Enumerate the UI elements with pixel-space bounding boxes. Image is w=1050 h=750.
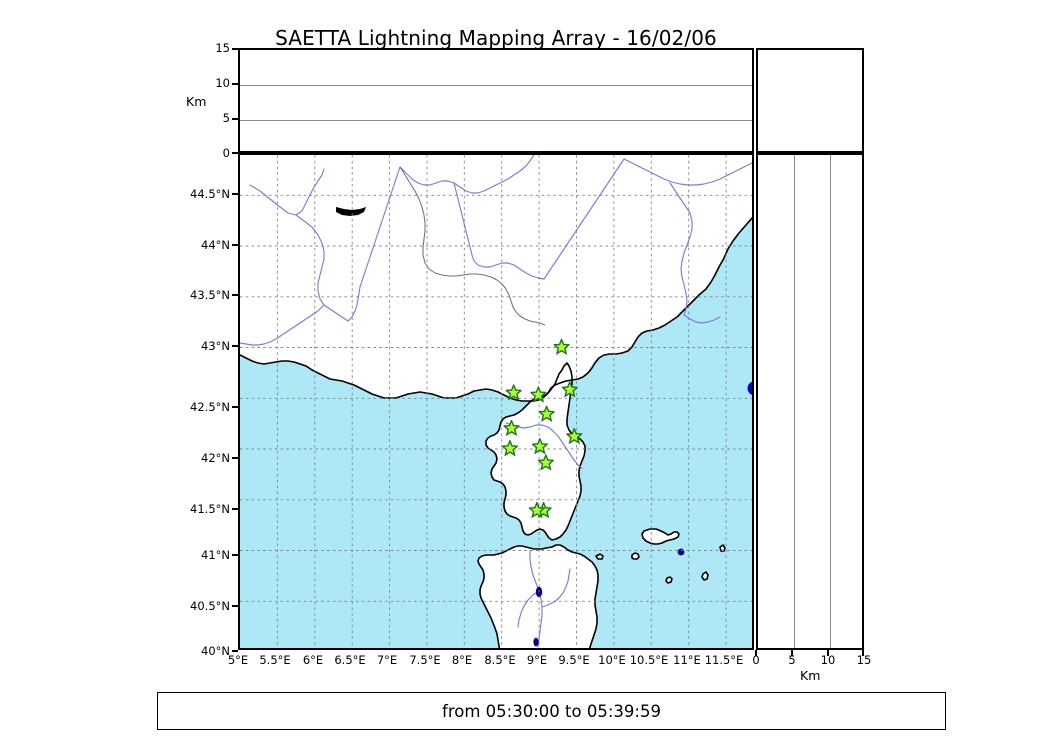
top-ytick-0: 0 [222,146,230,160]
map-ytickmark-44.5 [232,193,238,195]
river-02 [295,214,349,322]
map-xtick-5.5: 5.5°E [259,653,291,667]
map-ytick-44.5: 44.5°N [190,187,230,201]
river-10 [683,314,721,324]
page-title: SAETTA Lightning Mapping Array - 16/02/0… [275,26,717,50]
lightning-source-marker[interactable] [747,381,754,395]
map-xtick-6: 6°E [302,653,324,667]
top-tickmark-0 [232,152,238,154]
top-ytick-5: 5 [222,111,230,125]
lake-sardinia-2 [533,637,539,647]
top-panel-ylabel: Km [186,94,207,109]
river-sardinia-2 [517,590,540,628]
map-ytickmark-42.5 [232,406,238,408]
top-panel-gridline-10 [240,85,752,86]
right-tickmark-15 [862,650,864,656]
coastline-islet-a [631,552,640,560]
right-xtick-5: 5 [788,653,796,667]
coastline-islet-d [719,544,726,552]
river-sardinia-1 [529,550,543,648]
map-xtick-9.5: 9.5°E [558,653,590,667]
top-ytick-10: 10 [215,76,230,90]
map-xtick-11.5: 11.5°E [704,653,744,667]
right-panel-gridline-10 [830,155,831,648]
lake-italy-1 [677,548,685,556]
map-ytick-40: 40°N [201,644,230,658]
top-tickmark-15 [232,48,238,50]
map-ytick-44: 44°N [201,238,230,252]
right-xtick-15: 15 [856,653,872,667]
map-ytick-41: 41°N [201,548,230,562]
map-ytickmark-40.5 [232,605,238,607]
river-01 [249,168,325,216]
coastline-sardinia-west [477,545,553,648]
top-tickmark-5 [232,118,238,120]
right-xtick-10: 10 [820,653,836,667]
map-xtick-8: 8°E [451,653,473,667]
map-ytickmark-41 [232,554,238,556]
map-xtick-10: 10°E [598,653,626,667]
landmass-mainland [240,155,752,401]
map-ytick-43.5: 43.5°N [190,288,230,302]
river-07 [543,158,625,280]
map-ytickmark-40 [232,650,238,652]
right-panel-xlabel: Km [800,668,821,683]
map-xtick-9: 9°E [526,653,548,667]
right-tickmark-0 [755,650,757,656]
river-sardinia-3 [541,568,571,608]
coastline-capraia [595,553,604,560]
map-ytick-42.5: 42.5°N [190,400,230,414]
map-xtick-6.5: 6.5°E [334,653,366,667]
river-03 [240,304,325,346]
map-xtick-8.5: 8.5°E [484,653,516,667]
corner-panel[interactable] [756,48,864,153]
map-ytickmark-41.5 [232,508,238,510]
border-france-italy [399,166,546,326]
map-ytick-41.5: 41.5°N [190,502,230,516]
right-altitude-latitude-panel[interactable] [756,153,864,650]
right-panel-gridline-5 [794,155,795,648]
time-range-label: from 05:30:00 to 05:39:59 [442,701,661,721]
top-panel-gridline-5 [240,120,752,121]
map-xtick-10.5: 10.5°E [629,653,669,667]
river-09 [669,182,693,316]
river-05 [399,155,535,194]
map-graphic [240,155,754,648]
map-ytickmark-43.5 [232,294,238,296]
top-altitude-longitude-panel[interactable] [238,48,754,153]
map-xtick-7.5: 7.5°E [409,653,441,667]
right-tickmark-5 [791,650,793,656]
river-corsica-golo [505,422,583,469]
coastline-islet-c [701,571,709,581]
coast-detail-lake [336,207,366,216]
coastline-elba [641,528,680,545]
map-xtick-5: 5°E [227,653,249,667]
coastline-sardinia-east [551,544,599,648]
coastline-corsica [485,362,586,541]
map-ytick-40.5: 40.5°N [190,599,230,613]
map-xtick-11: 11°E [673,653,701,667]
river-08 [623,158,752,186]
top-tickmark-10 [232,83,238,85]
map-ytick-43: 43°N [201,339,230,353]
top-ytick-15: 15 [215,41,230,55]
right-tickmark-10 [827,650,829,656]
coastline-islet-b [665,576,673,584]
map-panel[interactable] [238,153,754,650]
map-xtick-7: 7°E [376,653,398,667]
map-ytick-42: 42°N [201,451,230,465]
time-range-bar[interactable]: from 05:30:00 to 05:39:59 [157,692,946,730]
river-06 [453,182,545,280]
coastline-mainland [240,216,752,402]
right-xtick-0: 0 [752,653,760,667]
map-ytickmark-43 [232,345,238,347]
map-ytickmark-42 [232,457,238,459]
map-ytickmark-44 [232,244,238,246]
source-marker-layer [747,381,754,395]
